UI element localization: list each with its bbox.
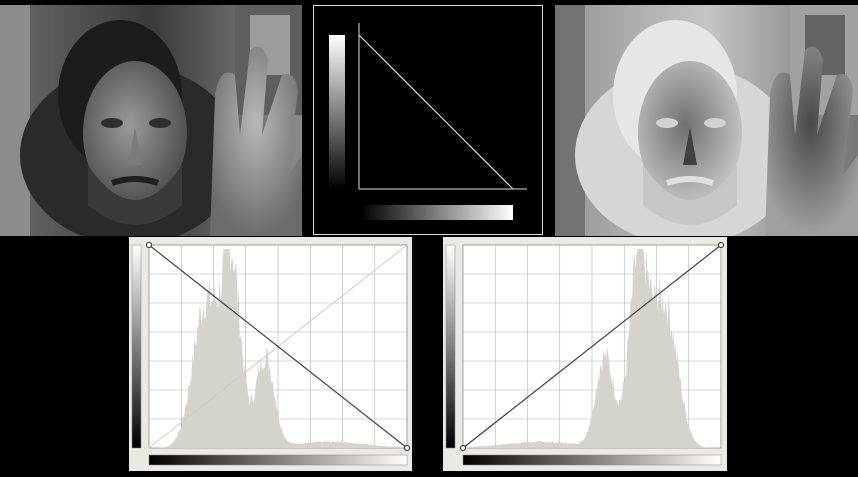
inverted-photo [555, 5, 858, 236]
curve-line [148, 244, 408, 449]
curve-point-end[interactable] [717, 241, 725, 249]
face-photo-icon [0, 5, 302, 236]
curve-preview-graphic [313, 5, 543, 235]
output-gradient [329, 35, 345, 190]
curves-editor-inverted[interactable] [129, 237, 412, 471]
curves-editor-normal[interactable] [443, 237, 727, 471]
curve-line [462, 244, 722, 449]
curve-point-start[interactable] [145, 241, 153, 249]
curve-graph[interactable] [459, 241, 725, 452]
curve-preview [313, 5, 544, 236]
input-gradient [361, 205, 513, 220]
output-gradient-bar [445, 244, 456, 449]
histogram [463, 249, 721, 448]
curve-point-start[interactable] [459, 444, 467, 452]
output-gradient-bar [131, 244, 142, 449]
original-photo [0, 5, 302, 236]
input-gradient-bar [462, 454, 722, 466]
input-gradient-bar [148, 454, 408, 466]
histogram [149, 249, 407, 448]
curve-graph[interactable] [145, 241, 411, 452]
negative-photo-icon [555, 5, 858, 236]
curve-point-end[interactable] [403, 444, 411, 452]
inverted-curve-line [358, 34, 514, 190]
